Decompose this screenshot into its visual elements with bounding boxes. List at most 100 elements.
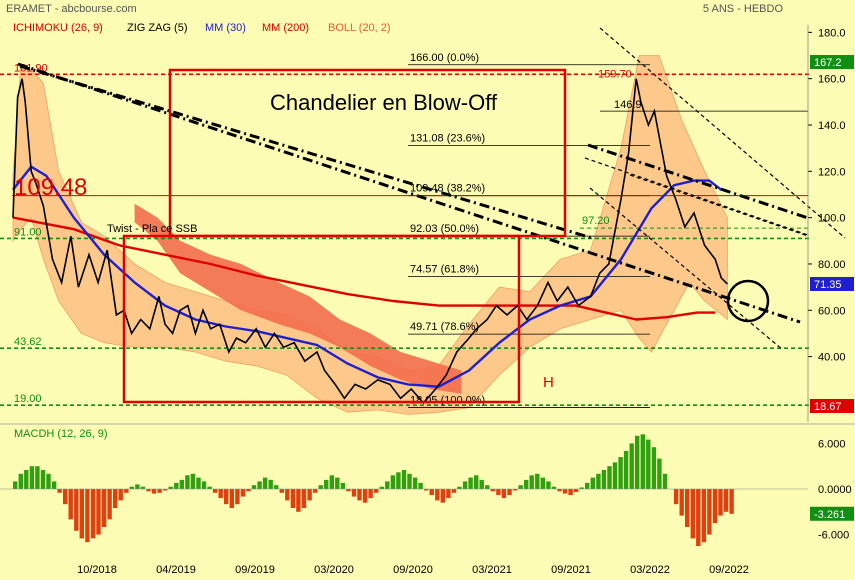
level-label: 19.00 — [14, 393, 42, 405]
macd-bar — [390, 475, 396, 489]
macd-bar — [351, 489, 357, 497]
macd-bar — [85, 489, 90, 543]
macd-bar — [718, 489, 723, 516]
macd-bar — [379, 486, 384, 489]
macd-bar — [307, 489, 312, 501]
y-tick-label: 80.00 — [818, 259, 846, 271]
fib-label: 49.71 (78.6%) — [410, 321, 479, 333]
bollinger-band — [12, 55, 728, 415]
peak-label: 146.9 — [614, 99, 642, 111]
macd-bar — [629, 443, 634, 489]
macd-bar — [179, 479, 184, 489]
macd-bar — [257, 481, 262, 489]
trend-line — [587, 143, 809, 220]
macd-bar — [268, 479, 273, 489]
macd-bar — [635, 435, 640, 489]
macd-bar — [679, 489, 684, 516]
macd-bar — [551, 486, 557, 489]
macd-bar — [429, 489, 434, 496]
macd-bar — [274, 485, 279, 489]
macd-bar — [140, 486, 146, 489]
legend-ma30: MM (30) — [205, 22, 246, 34]
macd-bar — [607, 466, 612, 489]
macd-bar — [207, 486, 212, 489]
price-line — [12, 78, 728, 405]
macd-bar — [118, 489, 123, 501]
macd-bar — [18, 473, 23, 489]
macd-bar — [479, 479, 484, 489]
macd-bar — [612, 462, 618, 489]
macd-bar — [135, 484, 140, 489]
macd-bar — [546, 481, 551, 489]
macd-bar — [662, 473, 668, 489]
macd-bar — [562, 489, 568, 494]
macd-bar — [468, 477, 473, 489]
macd-bar — [24, 470, 29, 489]
macd-bar — [262, 477, 268, 489]
h-label: H — [543, 374, 554, 391]
macd-tick-label: -6.000 — [818, 530, 849, 542]
x-tick-label: 09/2021 — [551, 564, 591, 576]
macd-bar — [374, 489, 379, 493]
macd-bar — [368, 489, 373, 499]
macd-bar — [696, 489, 701, 546]
fib-label: 166.00 (0.0%) — [410, 52, 479, 64]
annotation-layer — [17, 27, 846, 351]
macd-bar — [301, 489, 307, 508]
macd-bar — [568, 489, 573, 496]
fib-label: 131.08 (23.6%) — [410, 133, 485, 145]
y-tick-label: 60.00 — [818, 305, 846, 317]
y-tick-label: 120.0 — [818, 166, 846, 178]
macd-bar — [712, 489, 718, 524]
fib-label: 74.57 (61.8%) — [410, 264, 479, 276]
macd-bar — [13, 481, 18, 489]
macd-bar — [240, 489, 246, 497]
macd-bar — [685, 489, 690, 527]
macd-bar — [512, 489, 518, 491]
macd-bar — [129, 486, 134, 489]
macd-tick-label: 0.0000 — [818, 484, 852, 496]
macd-bar — [723, 489, 729, 512]
ma200-line — [12, 216, 716, 321]
ma30-line — [12, 165, 723, 388]
macd-bar — [74, 489, 79, 531]
macd-bar — [235, 489, 240, 505]
macd-bar — [35, 466, 40, 489]
macd-bar — [196, 477, 201, 489]
legend-ichimoku: ICHIMOKU (26, 9) — [13, 22, 103, 34]
macd-bar — [96, 489, 101, 535]
macd-bar — [440, 489, 445, 503]
macd-bar — [57, 489, 62, 493]
chart-source: ERAMET - abcbourse.com — [6, 3, 137, 15]
x-tick-label: 03/2021 — [472, 564, 512, 576]
big-level-label: 109.48 — [14, 174, 87, 201]
macd-bar — [107, 489, 112, 520]
macd-bar — [218, 489, 223, 499]
macd-bar — [246, 489, 251, 492]
macd-bar — [168, 486, 173, 489]
level-label: 43.62 — [14, 336, 42, 348]
macd-bar — [113, 489, 118, 508]
macd-last-badge: -3.261 — [814, 509, 845, 521]
macd-bar — [501, 489, 507, 499]
macd-bar — [673, 489, 679, 505]
macd-bar — [340, 482, 346, 489]
trend-line — [584, 157, 809, 236]
macd-bar — [285, 489, 290, 501]
legend-ma200: MM (200) — [262, 22, 309, 34]
macd-title: MACDH (12, 26, 9) — [14, 428, 108, 440]
macd-bar — [496, 489, 501, 496]
macd-bar — [573, 489, 579, 492]
price-badge-low: 18.67 — [814, 401, 842, 413]
macd-bar — [657, 458, 662, 489]
macd-bar — [623, 451, 629, 489]
macd-bar — [40, 470, 46, 489]
price-badge-high: 167.2 — [814, 57, 842, 69]
macd-bar — [324, 479, 329, 489]
macd-bar — [418, 482, 423, 489]
highlight-circle — [726, 279, 770, 323]
macd-bar — [29, 466, 35, 489]
ichimoku-cloud — [134, 203, 462, 394]
level-label: 91.00 — [14, 226, 42, 238]
macd-bar — [163, 489, 168, 491]
